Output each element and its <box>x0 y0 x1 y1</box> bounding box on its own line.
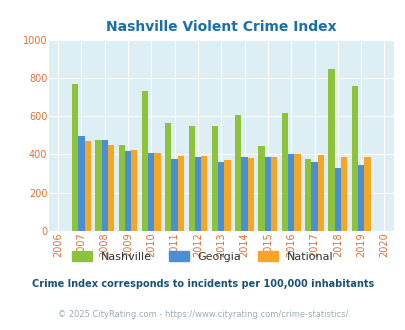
Bar <box>294 154 300 231</box>
Bar <box>234 115 241 231</box>
Bar <box>351 86 357 231</box>
Text: Crime Index corresponds to incidents per 100,000 inhabitants: Crime Index corresponds to incidents per… <box>32 279 373 289</box>
Bar <box>95 140 101 231</box>
Text: © 2025 CityRating.com - https://www.cityrating.com/crime-statistics/: © 2025 CityRating.com - https://www.city… <box>58 310 347 319</box>
Bar <box>177 156 183 231</box>
Bar <box>363 157 370 231</box>
Bar <box>171 159 177 231</box>
Bar <box>288 154 294 231</box>
Bar <box>131 150 137 231</box>
Legend: Nashville, Georgia, National: Nashville, Georgia, National <box>68 247 337 266</box>
Bar <box>247 158 254 231</box>
Bar <box>328 69 334 231</box>
Bar <box>281 113 288 231</box>
Bar <box>125 150 131 231</box>
Bar <box>101 140 108 231</box>
Bar <box>304 159 311 231</box>
Bar <box>194 157 200 231</box>
Bar <box>271 157 277 231</box>
Bar <box>148 153 154 231</box>
Bar <box>188 126 194 231</box>
Bar <box>258 146 264 231</box>
Bar <box>108 145 114 231</box>
Bar <box>200 156 207 231</box>
Bar <box>141 91 148 231</box>
Bar <box>224 160 230 231</box>
Bar <box>72 83 78 231</box>
Bar <box>357 165 363 231</box>
Bar <box>334 168 340 231</box>
Bar <box>317 155 323 231</box>
Bar <box>311 162 317 231</box>
Bar <box>78 136 84 231</box>
Bar <box>154 153 160 231</box>
Bar <box>264 157 271 231</box>
Bar <box>241 157 247 231</box>
Bar <box>165 123 171 231</box>
Bar <box>340 157 346 231</box>
Bar <box>118 145 125 231</box>
Title: Nashville Violent Crime Index: Nashville Violent Crime Index <box>106 20 336 34</box>
Bar <box>211 126 217 231</box>
Bar <box>217 162 224 231</box>
Bar <box>84 141 91 231</box>
